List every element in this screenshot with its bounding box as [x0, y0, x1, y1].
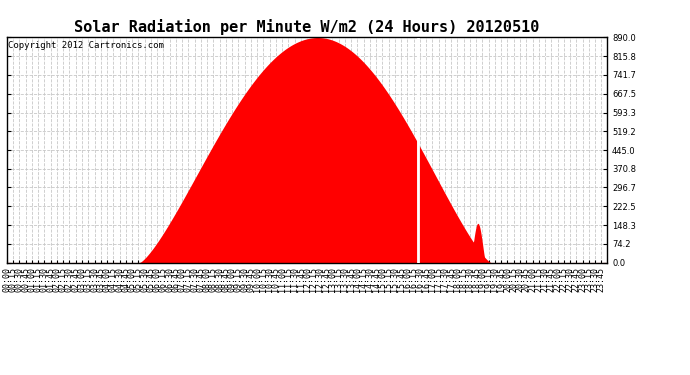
Text: Copyright 2012 Cartronics.com: Copyright 2012 Cartronics.com: [8, 41, 164, 50]
Title: Solar Radiation per Minute W/m2 (24 Hours) 20120510: Solar Radiation per Minute W/m2 (24 Hour…: [75, 19, 540, 35]
